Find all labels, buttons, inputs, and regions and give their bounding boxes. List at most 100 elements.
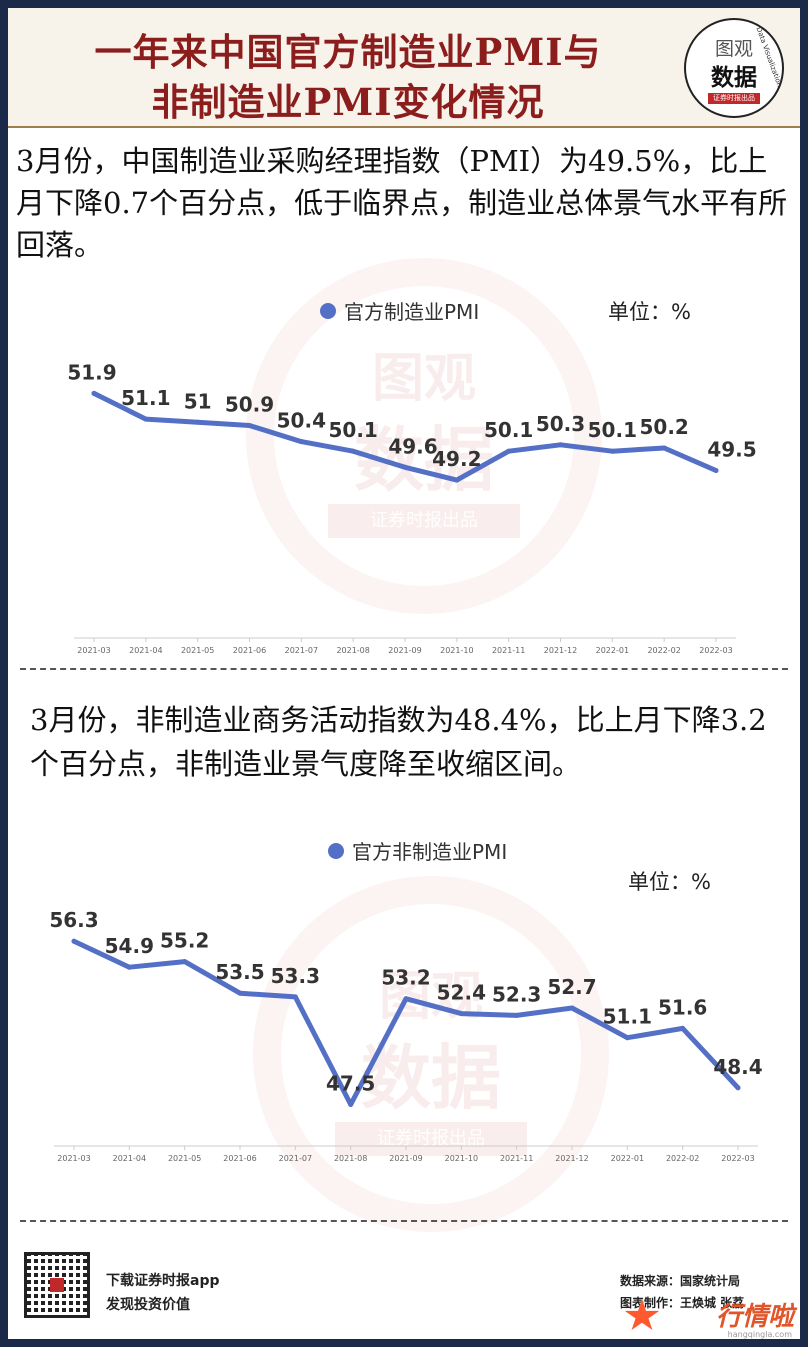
infographic-card: 一年来中国官方制造业PMI与 非制造业PMI变化情况 图观 数据 证券时报出品 …: [8, 8, 800, 1339]
non-manufacturing-pmi-chart: 2021-03 56.3 2021-04 54.9 2021-05 55.2 2021-06…: [49, 908, 762, 1163]
data-point: [514, 1012, 520, 1018]
legend-dot-icon: [320, 302, 336, 319]
data-point: [713, 468, 719, 473]
x-tick-label: 2021-04: [113, 1154, 146, 1163]
data-point: [237, 990, 243, 996]
x-tick-label: 2021-05: [168, 1154, 201, 1163]
data-point: [609, 448, 615, 454]
data-label: 52.4: [437, 981, 486, 1005]
data-point: [454, 477, 460, 483]
data-label: 53.3: [271, 964, 320, 988]
data-point: [182, 959, 188, 965]
x-tick-label: 2021-08: [334, 1154, 367, 1163]
chart2-legend-label: 官方非制造业PMI: [352, 840, 508, 864]
data-label: 50.4: [277, 409, 326, 433]
page-title-line-2: 非制造业PMI变化情况: [151, 80, 545, 124]
x-tick-label: 2022-01: [611, 1154, 644, 1163]
data-point: [558, 442, 563, 448]
data-label: 52.7: [547, 975, 596, 999]
section-divider: [20, 668, 788, 670]
non-manufacturing-summary: 3月份，非制造业商务活动指数为48.4%，比上月下降3.2个百分点，非制造业景气…: [30, 703, 767, 781]
manufacturing-summary: 3月份，中国制造业采购经理指数（PMI）为49.5%，比上月下降0.7个百分点，…: [16, 144, 788, 262]
x-tick-label: 2022-03: [699, 646, 732, 655]
x-tick-label: 2022-02: [647, 646, 680, 655]
x-tick-label: 2021-06: [233, 646, 266, 655]
data-point: [247, 423, 252, 428]
data-label: 50.1: [484, 418, 533, 442]
data-point: [350, 448, 356, 454]
data-point: [298, 439, 304, 445]
footer-divider: [20, 1220, 788, 1222]
data-label: 49.5: [707, 438, 756, 462]
page-title-line-1: 一年来中国官方制造业PMI与: [94, 30, 602, 74]
x-tick-label: 2021-12: [544, 646, 577, 655]
data-point: [143, 416, 149, 422]
logo-line-1: 图观: [714, 38, 753, 60]
data-label: 53.2: [381, 966, 430, 990]
data-label: 49.2: [432, 447, 481, 471]
chart2-legend: 官方非制造业PMI: [328, 836, 507, 865]
chart1-unit: 单位：%: [608, 300, 691, 324]
data-point: [71, 938, 77, 944]
data-point: [569, 1005, 575, 1011]
data-point: [403, 996, 409, 1002]
chart-maker: 图表制作：王焕城 张荔: [620, 1296, 745, 1310]
data-point: [624, 1035, 630, 1041]
footer: 下载证券时报app 发现投资价值 数据来源：国家统计局 图表制作：王焕城 张荔 …: [8, 1230, 800, 1339]
x-tick-label: 2022-02: [666, 1154, 699, 1163]
data-label: 49.6: [388, 434, 437, 458]
data-point: [680, 1025, 686, 1031]
x-tick-label: 2021-11: [492, 646, 525, 655]
data-point: [195, 419, 201, 425]
data-label: 51.9: [67, 360, 116, 384]
data-label: 55.2: [160, 929, 209, 953]
data-point: [506, 448, 512, 454]
x-tick-label: 2022-01: [596, 646, 629, 655]
data-label: 47.5: [326, 1071, 375, 1095]
x-tick-label: 2021-07: [285, 646, 318, 655]
data-label: 52.3: [492, 982, 541, 1006]
x-tick-label: 2021-04: [129, 646, 162, 655]
title-band: 一年来中国官方制造业PMI与 非制造业PMI变化情况 图观 数据 证券时报出品 …: [8, 8, 800, 128]
data-label: 51: [184, 389, 212, 413]
data-label: 51.1: [603, 1005, 652, 1029]
x-tick-label: 2021-03: [57, 1154, 90, 1163]
data-point: [735, 1085, 741, 1091]
x-tick-label: 2021-06: [223, 1154, 256, 1163]
data-source: 数据来源：国家统计局: [620, 1274, 741, 1288]
data-point: [402, 464, 408, 470]
app-slogan-text: 发现投资价值: [106, 1297, 190, 1313]
data-point: [348, 1101, 354, 1107]
site-brand-url: hangqingla.com: [727, 1330, 792, 1339]
x-tick-label: 2021-10: [440, 646, 473, 655]
data-label: 51.6: [658, 995, 707, 1019]
x-tick-label: 2021-09: [388, 646, 421, 655]
data-label: 51.1: [121, 386, 170, 410]
data-point: [292, 994, 298, 1000]
data-label: 48.4: [713, 1055, 762, 1079]
data-point: [91, 390, 97, 396]
data-point: [458, 1011, 464, 1017]
x-tick-label: 2021-12: [555, 1154, 588, 1163]
chart1-legend-label: 官方制造业PMI: [344, 300, 480, 324]
x-tick-label: 2021-10: [445, 1154, 478, 1163]
data-label: 50.1: [588, 418, 637, 442]
data-label: 50.1: [328, 418, 377, 442]
site-brand: 行情啦: [715, 1302, 794, 1332]
data-point: [126, 964, 132, 970]
data-label: 50.2: [639, 415, 688, 439]
brand-logo: 图观 数据 证券时报出品 Data Visualization: [684, 18, 784, 118]
manufacturing-pmi-chart: 2021-03 51.9 2021-04 51.1 2021-05 51 2021-06 50…: [67, 360, 756, 655]
x-tick-label: 2022-03: [721, 1154, 754, 1163]
data-label: 54.9: [105, 934, 154, 958]
x-tick-label: 2021-03: [77, 646, 110, 655]
chart1-legend: 官方制造业PMI: [320, 296, 479, 325]
legend-dot-icon: [328, 842, 344, 859]
data-label: 56.3: [49, 908, 98, 932]
data-point: [661, 445, 667, 451]
qr-code-icon[interactable]: [24, 1252, 90, 1318]
logo-line-2: 数据: [711, 65, 757, 91]
data-label: 50.3: [536, 412, 585, 436]
chart2-unit: 单位：%: [628, 870, 711, 894]
data-label: 50.9: [225, 393, 274, 417]
